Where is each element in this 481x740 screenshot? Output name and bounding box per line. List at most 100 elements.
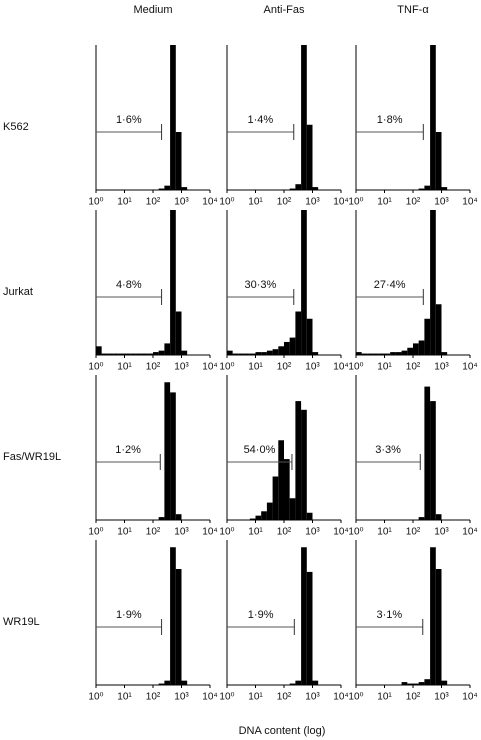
- x-axis-label: DNA content (log): [239, 725, 326, 737]
- x-tick-label: 10¹: [377, 362, 392, 373]
- histogram-bar: [266, 502, 273, 520]
- histogram-bar: [272, 349, 279, 355]
- x-tick-label: 10²: [146, 362, 161, 373]
- gate-label: 30·3%: [244, 279, 276, 291]
- histogram-bar: [284, 459, 290, 520]
- x-tick-label: 10²: [277, 197, 292, 208]
- x-tick-label: 10³: [174, 362, 189, 373]
- histogram-bar: [301, 45, 307, 190]
- histogram-bar: [289, 498, 296, 520]
- x-tick-label: 10³: [434, 692, 449, 703]
- histogram-bar: [430, 45, 436, 190]
- x-tick-label: 10⁰: [219, 362, 234, 373]
- x-tick-label: 10⁰: [348, 197, 363, 208]
- histogram-bar: [261, 511, 267, 520]
- gate-label: 27·4%: [374, 279, 406, 291]
- histogram-bar: [424, 679, 431, 685]
- x-tick-label: 10²: [277, 362, 292, 373]
- histogram-bar: [430, 210, 436, 355]
- histogram-bar: [130, 353, 136, 355]
- histogram-bar: [249, 353, 256, 355]
- histogram-bar: [407, 347, 413, 355]
- x-tick-label: 10¹: [377, 692, 392, 703]
- histogram-bar: [390, 352, 396, 355]
- x-tick-label: 10³: [434, 362, 449, 373]
- histogram-bar: [418, 517, 425, 520]
- histogram-bar: [418, 340, 425, 355]
- x-tick-label: 10³: [305, 362, 320, 373]
- histogram-bar: [295, 680, 302, 685]
- x-tick-label: 10¹: [117, 197, 132, 208]
- x-tick-label: 10⁰: [219, 527, 234, 538]
- histogram-bar: [118, 353, 125, 355]
- gate-label: 54·0%: [244, 444, 276, 456]
- x-tick-label: 10⁰: [348, 362, 363, 373]
- histogram-bar: [278, 440, 284, 520]
- x-tick-label: 10⁴: [202, 197, 217, 208]
- histogram-bar: [312, 680, 319, 685]
- histogram-bar: [232, 353, 239, 355]
- histogram-bar: [418, 188, 425, 190]
- histogram-bar: [284, 341, 290, 355]
- gate-label: 1·9%: [248, 609, 274, 621]
- gate-label: 1·9%: [116, 609, 142, 621]
- histogram-bar: [170, 210, 176, 355]
- histogram-bar: [101, 353, 108, 355]
- x-tick-label: 10³: [174, 692, 189, 703]
- gate-label: 3·1%: [377, 609, 403, 621]
- row-label: Fas/WR19L: [3, 451, 61, 463]
- histogram-bar: [295, 401, 302, 520]
- x-tick-label: 10²: [146, 197, 161, 208]
- x-tick-label: 10⁴: [202, 527, 217, 538]
- histogram-bar: [244, 353, 250, 355]
- histogram-bar: [361, 353, 368, 355]
- histogram-bar: [441, 680, 448, 685]
- histogram-bar: [107, 353, 114, 355]
- histogram-bar: [227, 350, 233, 355]
- x-tick-label: 10¹: [248, 362, 263, 373]
- histogram-bar: [170, 392, 176, 520]
- column-title: Anti-Fas: [264, 4, 305, 16]
- histogram-bar: [367, 353, 374, 355]
- histogram-bar: [295, 311, 302, 355]
- x-tick-label: 10⁰: [348, 692, 363, 703]
- histogram-bar: [384, 353, 391, 355]
- histogram-bar: [158, 683, 165, 685]
- histogram-bar: [255, 352, 262, 355]
- x-tick-label: 10¹: [248, 527, 263, 538]
- x-tick-label: 10¹: [248, 197, 263, 208]
- x-tick-label: 10⁰: [348, 527, 363, 538]
- histogram-bar: [430, 547, 436, 685]
- histogram-bar: [424, 185, 431, 190]
- histogram-bar: [272, 476, 279, 520]
- histogram-bar: [238, 353, 245, 355]
- histogram-bar: [356, 352, 362, 355]
- histogram-bar: [301, 210, 307, 355]
- histogram-bar: [435, 304, 442, 355]
- x-tick-label: 10³: [434, 527, 449, 538]
- histogram-bar: [153, 352, 159, 355]
- histogram-bar: [164, 343, 171, 355]
- histogram-bar: [96, 346, 102, 355]
- histogram-bar: [181, 187, 188, 190]
- histogram-bar: [407, 683, 413, 685]
- x-tick-label: 10²: [146, 692, 161, 703]
- histogram-bar: [441, 187, 448, 190]
- row-label: K562: [3, 121, 29, 133]
- histogram-bar: [295, 184, 302, 190]
- histogram-bar: [306, 318, 313, 355]
- histogram-bar: [124, 353, 131, 355]
- histogram-bar: [181, 680, 188, 685]
- histogram-bar: [158, 350, 165, 355]
- histogram-bar: [418, 682, 425, 685]
- histogram-bar: [175, 569, 182, 685]
- x-tick-label: 10¹: [117, 692, 132, 703]
- histogram-bar: [435, 132, 442, 190]
- x-tick-label: 10¹: [248, 692, 263, 703]
- x-tick-label: 10³: [305, 527, 320, 538]
- histogram-bar: [164, 382, 171, 520]
- histogram-bar: [312, 187, 319, 190]
- histogram-bar: [401, 350, 408, 355]
- x-tick-label: 10⁴: [462, 692, 477, 703]
